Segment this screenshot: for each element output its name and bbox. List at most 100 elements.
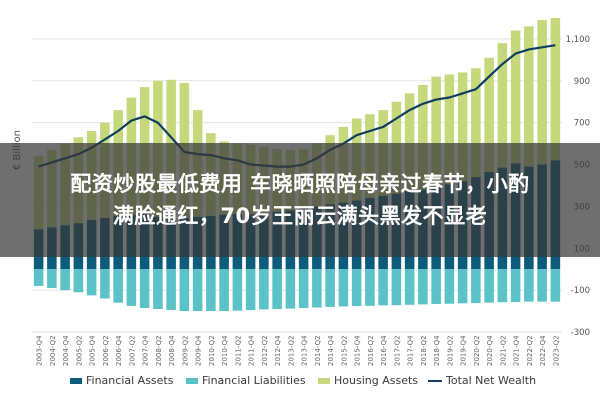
x-tick-label: 2009-Q2 bbox=[181, 335, 189, 366]
x-tick-label: 2018-Q2 bbox=[420, 335, 428, 366]
financial-liabilities-bar bbox=[232, 269, 243, 311]
financial-liabilities-bar bbox=[33, 269, 44, 286]
x-tick-label: 2014-Q4 bbox=[327, 335, 335, 366]
financial-liabilities-bar bbox=[259, 269, 269, 310]
housing-assets-bar bbox=[550, 18, 561, 161]
x-tick-label: 2008-Q4 bbox=[168, 335, 176, 366]
financial-liabilities-bar bbox=[60, 269, 70, 291]
x-tick-label: 2010-Q2 bbox=[208, 335, 216, 366]
x-tick-label: 2017-Q4 bbox=[407, 335, 415, 366]
financial-liabilities-bar bbox=[325, 269, 335, 307]
x-tick-label: 2007-Q4 bbox=[142, 335, 150, 366]
legend-swatch bbox=[318, 377, 330, 384]
housing-assets-bar bbox=[471, 68, 481, 178]
x-tick-label: 2011-Q2 bbox=[234, 335, 242, 366]
x-tick-label: 2022-Q4 bbox=[539, 335, 547, 366]
headline-banner: 配资炒股最低费用 车晓晒照陪母亲过春节，小酌 满脸通红，70岁王丽云满头黑发不显… bbox=[0, 143, 600, 257]
x-tick-label: 2020-Q2 bbox=[473, 335, 481, 366]
x-tick-label: 2015-Q4 bbox=[354, 335, 362, 366]
x-tick-label: 2016-Q4 bbox=[380, 335, 388, 366]
financial-liabilities-bar bbox=[378, 269, 388, 306]
y-tick-label: 700 bbox=[574, 119, 590, 129]
legend-financial-liabilities: Financial Liabilities bbox=[186, 374, 306, 387]
x-tick-label: 2017-Q2 bbox=[393, 335, 401, 366]
x-tick-label: 2005-Q4 bbox=[89, 335, 97, 366]
financial-liabilities-bar bbox=[391, 269, 402, 306]
x-tick-label: 2007-Q2 bbox=[128, 335, 136, 366]
financial-liabilities-bar bbox=[126, 269, 137, 306]
financial-liabilities-bar bbox=[206, 269, 216, 312]
y-tick-label: -300 bbox=[571, 328, 590, 338]
financial-liabilities-bar bbox=[537, 269, 547, 302]
x-tick-label: 2005-Q2 bbox=[75, 335, 83, 366]
housing-assets-bar bbox=[537, 20, 547, 165]
x-tick-label: 2023-Q2 bbox=[552, 335, 560, 366]
x-tick-labels: 2003-Q4 2004-Q2 2004-Q4 2005-Q2 2005-Q4 2006-… bbox=[36, 335, 561, 366]
financial-liabilities-bar bbox=[166, 269, 176, 311]
x-tick-label: 2018-Q4 bbox=[433, 335, 441, 366]
x-tick-label: 2021-Q4 bbox=[513, 335, 521, 366]
financial-liabilities-bar bbox=[153, 269, 163, 309]
financial-liabilities-bar bbox=[219, 269, 229, 312]
financial-liabilities-bar bbox=[179, 269, 190, 312]
x-tick-label: 2006-Q4 bbox=[115, 335, 123, 366]
housing-assets-bar bbox=[418, 84, 428, 190]
x-tick-label: 2019-Q2 bbox=[446, 335, 454, 366]
housing-assets-bar bbox=[431, 76, 441, 188]
financial-liabilities-bar bbox=[524, 269, 534, 302]
legend-label: Financial Liabilities bbox=[202, 374, 306, 387]
x-tick-label: 2022-Q2 bbox=[526, 335, 534, 366]
y-tick-label: 900 bbox=[574, 77, 590, 87]
x-tick-label: 2013-Q2 bbox=[287, 335, 295, 366]
x-tick-label: 2009-Q4 bbox=[195, 335, 203, 366]
financial-liabilities-bar bbox=[431, 269, 441, 304]
legend-swatch bbox=[428, 379, 442, 382]
headline-line-1: 配资炒股最低费用 车晓晒照陪母亲过春节，小酌 bbox=[70, 172, 530, 196]
legend-label: Housing Assets bbox=[334, 374, 419, 387]
legend-housing-assets: Housing Assets bbox=[318, 374, 418, 387]
housing-assets-bar bbox=[510, 30, 521, 164]
x-tick-label: 2008-Q2 bbox=[155, 335, 163, 366]
housing-assets-bar bbox=[444, 74, 455, 185]
x-tick-label: 2013-Q4 bbox=[301, 335, 309, 366]
financial-liabilities-bar bbox=[444, 269, 455, 304]
financial-liabilities-bar bbox=[312, 269, 322, 308]
financial-liabilities-bar bbox=[73, 269, 84, 293]
financial-liabilities-bar bbox=[510, 269, 521, 303]
financial-liabilities-bar bbox=[497, 269, 508, 303]
x-tick-label: 2004-Q2 bbox=[49, 335, 57, 366]
financial-liabilities-bar bbox=[457, 269, 468, 304]
financial-liabilities-bar bbox=[100, 269, 110, 299]
legend-total-net-wealth: Total Net Wealth bbox=[428, 374, 536, 387]
financial-liabilities-bar bbox=[418, 269, 428, 305]
x-tick-label: 2011-Q4 bbox=[248, 335, 256, 366]
x-tick-label: 2003-Q4 bbox=[36, 335, 44, 366]
housing-assets-bar bbox=[484, 57, 494, 172]
x-tick-label: 2016-Q2 bbox=[367, 335, 375, 366]
financial-liabilities-bar bbox=[285, 269, 296, 309]
x-tick-label: 2020-Q4 bbox=[486, 335, 494, 366]
financial-liabilities-bar bbox=[113, 269, 123, 303]
financial-liabilities-bar bbox=[245, 269, 256, 311]
housing-assets-bar bbox=[404, 93, 415, 192]
x-tick-label: 2015-Q2 bbox=[340, 335, 348, 366]
financial-liabilities-bar bbox=[365, 269, 375, 306]
x-tick-label: 2021-Q2 bbox=[499, 335, 507, 366]
y-tick-label: -100 bbox=[571, 286, 590, 296]
x-tick-label: 2019-Q4 bbox=[460, 335, 468, 366]
headline-line-2: 满脸通红，70岁王丽云满头黑发不显老 bbox=[112, 204, 488, 228]
financial-liabilities-bar bbox=[298, 269, 309, 308]
financial-liabilities-bar bbox=[471, 269, 481, 304]
financial-liabilities-bar bbox=[351, 269, 362, 307]
financial-liabilities-bar bbox=[272, 269, 282, 309]
financial-liabilities-bar bbox=[192, 269, 203, 312]
legend-swatch bbox=[186, 377, 198, 384]
housing-assets-bar bbox=[497, 43, 508, 168]
housing-assets-bar bbox=[457, 72, 468, 182]
chart-legend: Financial Assets Financial Liabilities H… bbox=[0, 374, 600, 394]
legend-label: Financial Assets bbox=[86, 374, 174, 387]
housing-assets-bar bbox=[524, 26, 534, 167]
financial-liabilities-bar bbox=[47, 269, 57, 289]
financial-liabilities-bar bbox=[139, 269, 150, 308]
financial-liabilities-bar bbox=[484, 269, 494, 303]
